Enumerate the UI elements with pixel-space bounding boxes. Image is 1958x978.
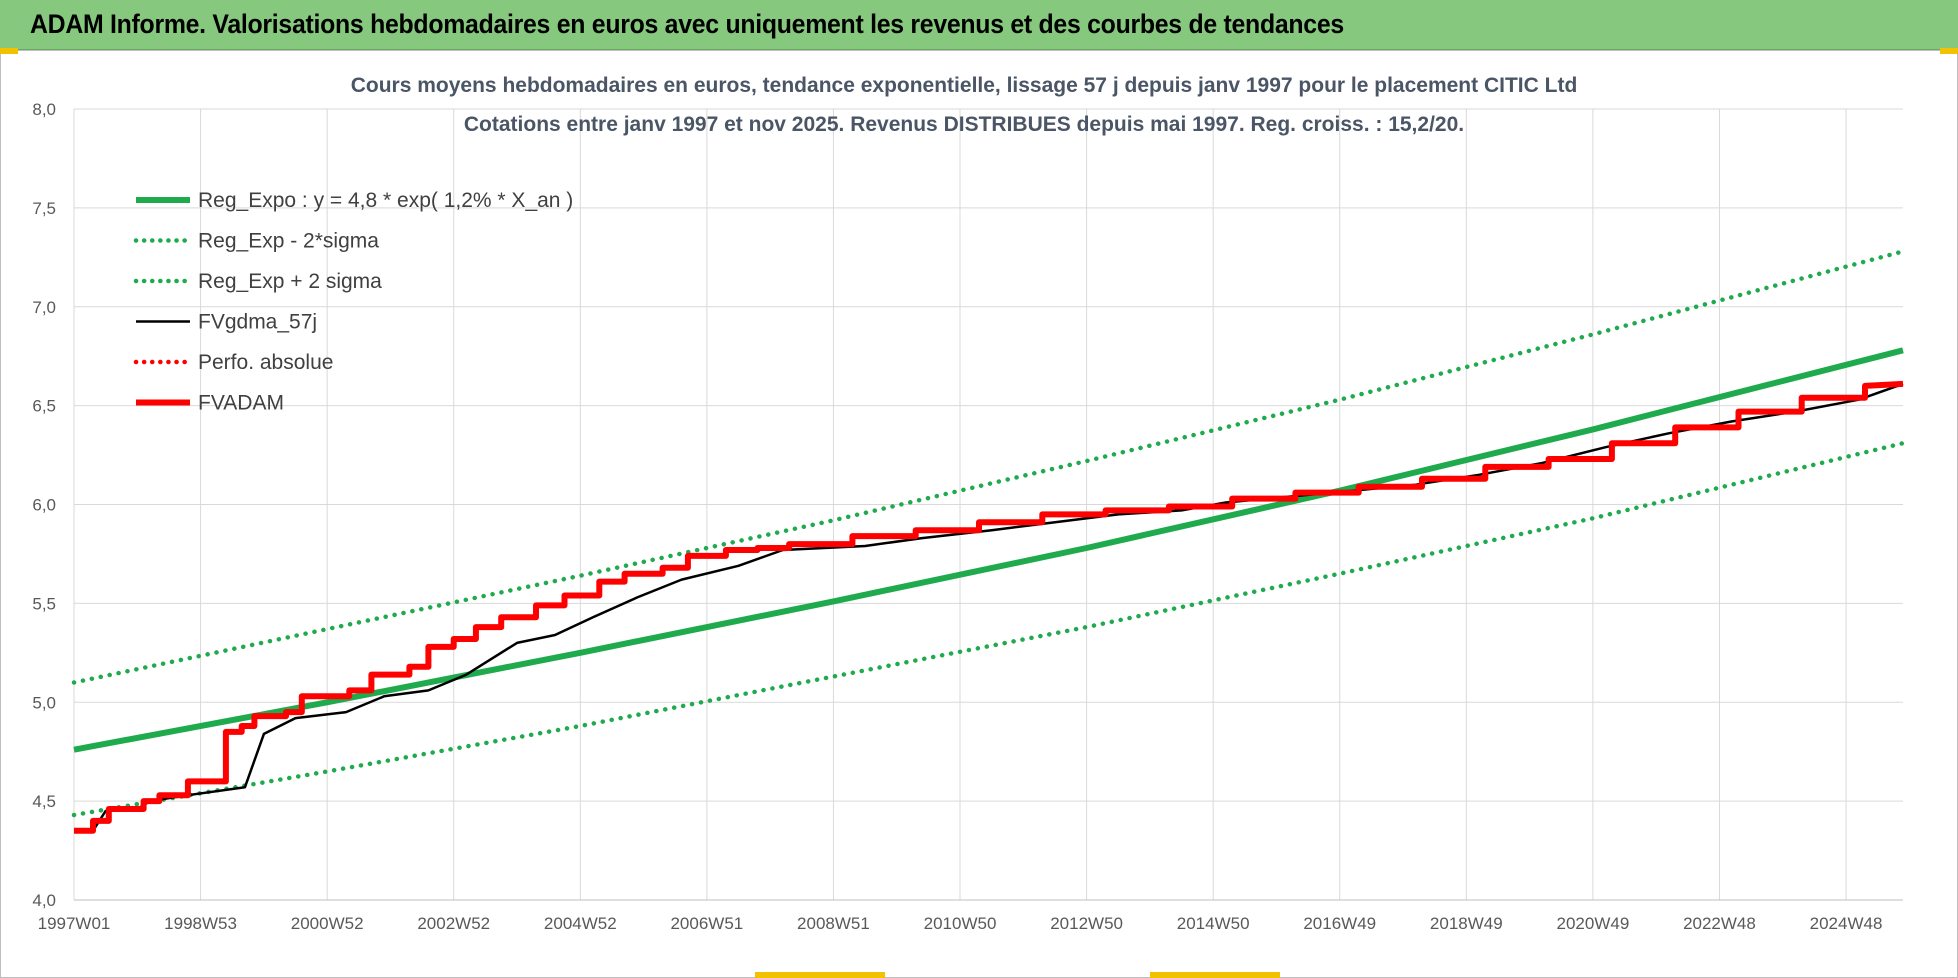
axes: 4,0 4,5 5,0 5,5 6,0 6,5 7,0 7,5 8,0 1997W01 1998W5… xyxy=(32,100,1903,933)
y-tick-label: 6,5 xyxy=(32,397,56,416)
x-tick-label: 2020W49 xyxy=(1557,914,1630,933)
chart-title: Cours moyens hebdomadaires en euros, ten… xyxy=(351,74,1578,97)
x-tick-label: 2018W49 xyxy=(1430,914,1503,933)
x-tick-label: 2022W48 xyxy=(1683,914,1756,933)
x-tick-label: 2014W50 xyxy=(1177,914,1250,933)
legend-label: FVADAM xyxy=(198,392,284,415)
x-tick-label: 1997W01 xyxy=(38,914,111,933)
y-tick-label: 5,0 xyxy=(32,693,56,712)
x-tick-label: 2016W49 xyxy=(1303,914,1376,933)
chart-subtitle: Cotations entre janv 1997 et nov 2025. R… xyxy=(464,113,1464,136)
legend-label: Reg_Exp + 2 sigma xyxy=(198,270,382,293)
grid xyxy=(73,108,1903,901)
y-tick-label: 8,0 xyxy=(32,100,56,119)
y-tick-label: 5,5 xyxy=(32,594,56,613)
legend-label: Perfo. absolue xyxy=(198,351,333,374)
chart-frame: 4,0 4,5 5,0 5,5 6,0 6,5 7,0 7,5 8,0 1997W01 1998W5… xyxy=(0,50,1958,978)
series-line-1 xyxy=(73,347,1904,753)
y-tick-label: 7,5 xyxy=(32,199,56,218)
y-tick-label: 4,5 xyxy=(32,792,56,811)
legend: Reg_Expo : y = 4,8 * exp( 1,2% * X_an ) R… xyxy=(133,189,573,415)
legend-label: Reg_Exp - 2*sigma xyxy=(198,230,379,253)
report-banner: ADAM Informe. Valorisations hebdomadaire… xyxy=(0,0,1958,50)
edge-marker xyxy=(1150,972,1280,978)
report-title: ADAM Informe. Valorisations hebdomadaire… xyxy=(30,9,1344,39)
series-line-3 xyxy=(71,249,1906,685)
legend-label: Reg_Expo : y = 4,8 * exp( 1,2% * X_an ) xyxy=(198,189,573,212)
series-line-6 xyxy=(74,380,1904,834)
corner-marker xyxy=(1940,48,1958,54)
x-tick-label: 2000W52 xyxy=(291,914,364,933)
y-tick-label: 4,0 xyxy=(32,891,56,910)
series xyxy=(71,249,1906,834)
corner-marker xyxy=(0,48,18,54)
y-tick-label: 7,0 xyxy=(32,298,56,317)
x-tick-label: 2012W50 xyxy=(1050,914,1123,933)
y-tick-label: 6,0 xyxy=(32,496,56,515)
x-tick-label: 2008W51 xyxy=(797,914,870,933)
x-tick-label: 2024W48 xyxy=(1810,914,1883,933)
series-line-2 xyxy=(71,440,1906,818)
x-tick-label: 2010W50 xyxy=(924,914,997,933)
edge-marker xyxy=(755,972,885,978)
x-tick-label: 2002W52 xyxy=(417,914,490,933)
legend-label: FVgdma_57j xyxy=(198,311,317,334)
x-tick-label: 1998W53 xyxy=(164,914,237,933)
x-tick-label: 2006W51 xyxy=(670,914,743,933)
chart-svg: 4,0 4,5 5,0 5,5 6,0 6,5 7,0 7,5 8,0 1997W01 1998W5… xyxy=(0,50,1958,978)
x-tick-label: 2004W52 xyxy=(544,914,617,933)
